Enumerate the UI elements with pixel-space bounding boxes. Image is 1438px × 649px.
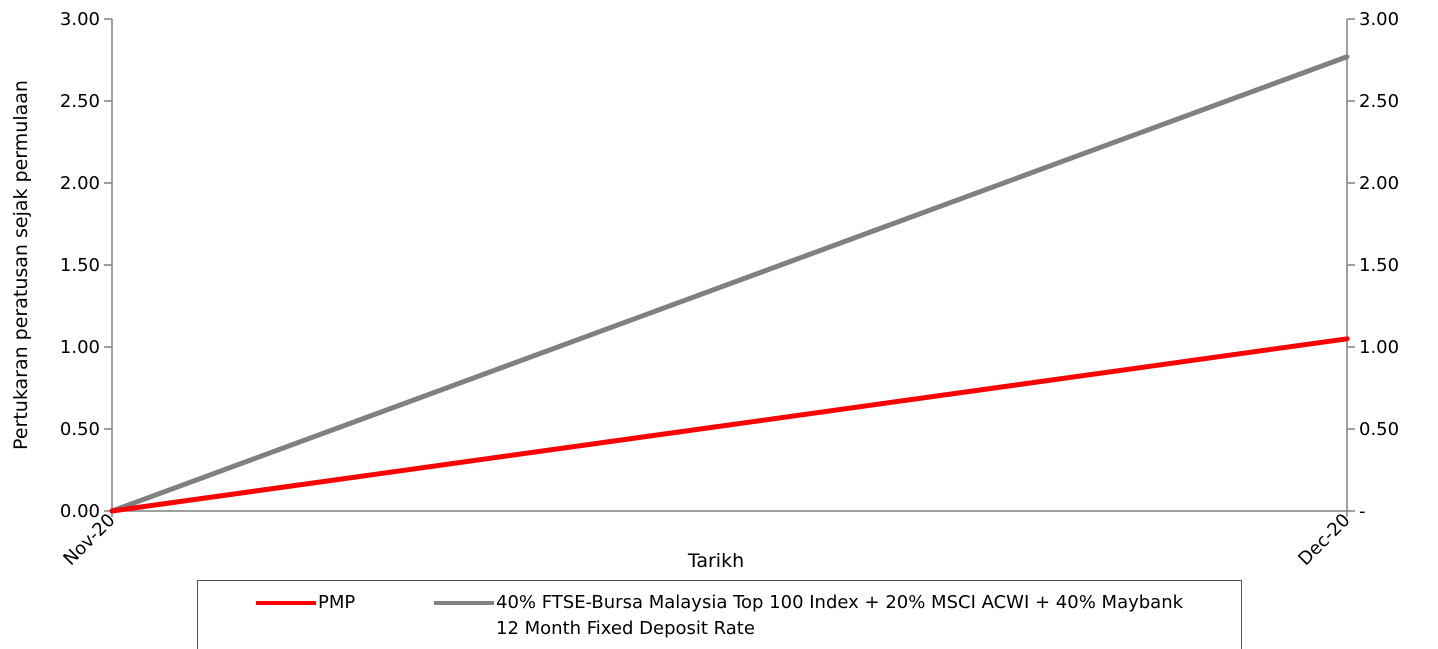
- y-tick-label: 1.50: [60, 255, 100, 276]
- legend-swatch-benchmark: [434, 601, 494, 605]
- y-tick-label: 3.00: [60, 9, 100, 30]
- legend-label-benchmark: 40% FTSE-Bursa Malaysia Top 100 Index + …: [496, 592, 1184, 639]
- legend-item-benchmark: 40% FTSE-Bursa Malaysia Top 100 Index + …: [434, 590, 1196, 642]
- y-tick-label: 2.50: [60, 91, 100, 112]
- y2-tick-label: 1.50: [1359, 255, 1399, 276]
- series-line-benchmark: [109, 54, 1350, 514]
- legend-label-pmp: PMP: [318, 592, 356, 613]
- chart-series: [109, 54, 1350, 514]
- y-tick-label: 1.00: [60, 337, 100, 358]
- y-tick-label: 2.00: [60, 173, 100, 194]
- y2-tick-label: -: [1359, 501, 1366, 522]
- y2-tick-label: 1.00: [1359, 337, 1399, 358]
- x-axis-title: Tarikh: [687, 550, 744, 572]
- legend-swatch-pmp: [256, 601, 316, 605]
- chart-axes: 0.00 - 0.50 0.50 1.00 1.00 1.50 1.50 2.00 2.00 2.5…: [59, 9, 1399, 570]
- chart-legend: PMP 40% FTSE-Bursa Malaysia Top 100 Inde…: [197, 580, 1242, 649]
- legend-item-pmp: PMP: [256, 590, 355, 616]
- y-tick-label: 0.00: [60, 501, 100, 522]
- y2-tick-label: 0.50: [1359, 419, 1399, 440]
- x-tick-label: Dec-20: [1294, 510, 1354, 570]
- y-axis-title: Pertukaran peratusan sejak permulaan: [10, 80, 32, 450]
- y2-tick-label: 2.00: [1359, 173, 1399, 194]
- y2-tick-label: 2.50: [1359, 91, 1399, 112]
- series-line-pmp: [109, 336, 1350, 514]
- y2-tick-label: 3.00: [1359, 9, 1399, 30]
- y-tick-label: 0.50: [60, 419, 100, 440]
